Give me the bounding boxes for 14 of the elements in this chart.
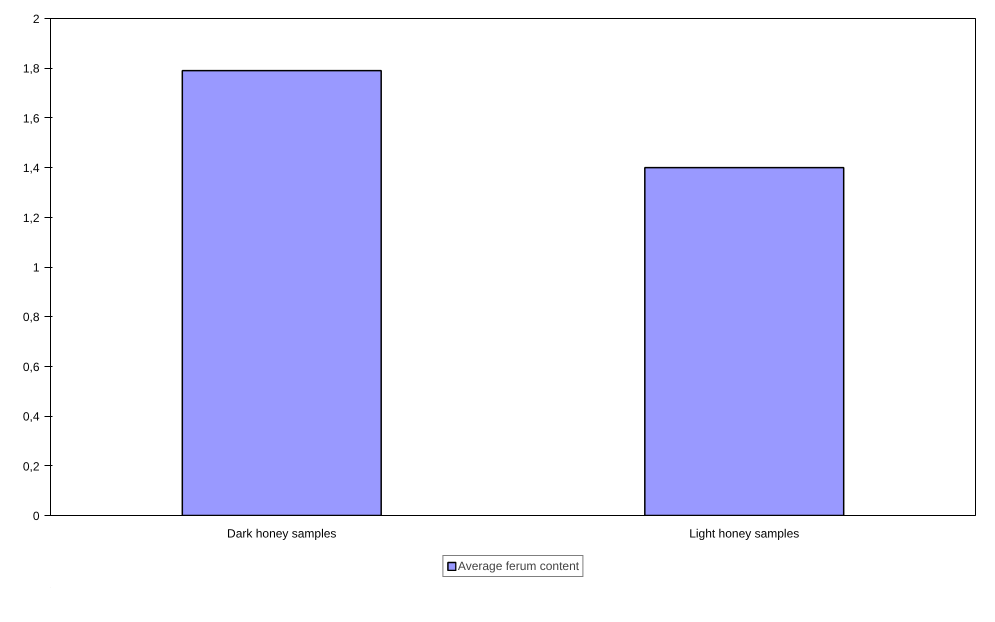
y-tick-label: 2: [32, 12, 40, 26]
legend-label: Average ferum content: [458, 558, 580, 572]
y-tick-label: 1,8: [22, 62, 40, 76]
y-tick-label: 0: [32, 509, 40, 523]
x-tick-label: Dark honey samples: [227, 526, 336, 540]
y-tick-label: 0,8: [22, 310, 40, 324]
x-tick-label: Light honey samples: [689, 526, 800, 540]
y-tick-label: 0,6: [22, 360, 40, 374]
y-tick-label: 1,4: [22, 161, 40, 176]
y-tick-label: 0,2: [22, 459, 40, 474]
y-tick-label: 1: [32, 260, 40, 274]
y-tick-label: 0,4: [22, 410, 40, 424]
y-tick-label: 1,6: [22, 111, 40, 126]
y-tick-label: 1,2: [22, 210, 40, 225]
